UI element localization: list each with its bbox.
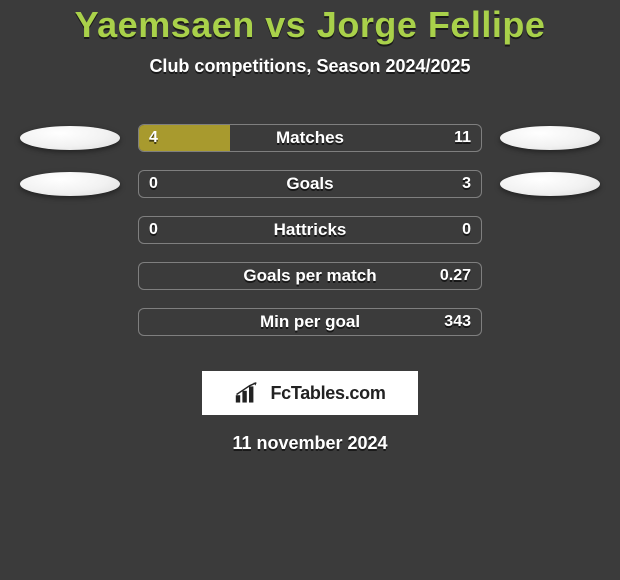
player-avatar-left	[20, 172, 120, 196]
avatar-spacer	[500, 264, 600, 288]
stats-list: 411Matches 03Goals 00Hattricks 0.27Goals pe…	[0, 115, 620, 345]
stat-bar: 0.27Goals per match	[138, 262, 482, 290]
brand-badge: FcTables.com	[202, 371, 418, 415]
stat-label: Hattricks	[139, 217, 481, 243]
avatar-spacer	[500, 310, 600, 334]
infographic-root: Yaemsaen vs Jorge Fellipe Club competiti…	[0, 0, 620, 454]
avatar-spacer	[20, 218, 120, 242]
date-text: 11 november 2024	[0, 433, 620, 454]
stat-row: 00Hattricks	[0, 207, 620, 253]
player-avatar-right	[500, 126, 600, 150]
stat-row: 03Goals	[0, 161, 620, 207]
stat-bar: 411Matches	[138, 124, 482, 152]
avatar-spacer	[500, 218, 600, 242]
brand-text: FcTables.com	[270, 383, 385, 404]
bar-chart-icon	[234, 382, 264, 404]
player-avatar-left	[20, 126, 120, 150]
stat-row: 411Matches	[0, 115, 620, 161]
stat-bar: 343Min per goal	[138, 308, 482, 336]
stat-label: Goals per match	[139, 263, 481, 289]
stat-label: Matches	[139, 125, 481, 151]
player-avatar-right	[500, 172, 600, 196]
page-title: Yaemsaen vs Jorge Fellipe	[0, 4, 620, 46]
stat-bar: 03Goals	[138, 170, 482, 198]
stat-bar: 00Hattricks	[138, 216, 482, 244]
avatar-spacer	[20, 310, 120, 334]
stat-row: 343Min per goal	[0, 299, 620, 345]
stat-row: 0.27Goals per match	[0, 253, 620, 299]
stat-label: Min per goal	[139, 309, 481, 335]
page-subtitle: Club competitions, Season 2024/2025	[0, 56, 620, 77]
avatar-spacer	[20, 264, 120, 288]
stat-label: Goals	[139, 171, 481, 197]
